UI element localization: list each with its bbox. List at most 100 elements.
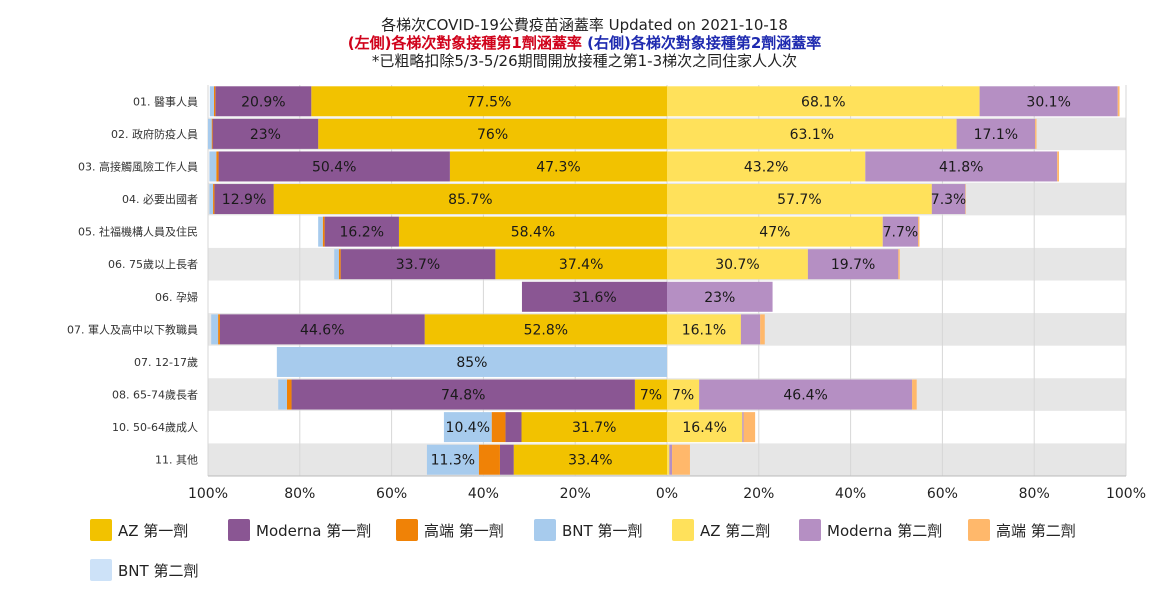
bar-moderna1 bbox=[521, 281, 667, 312]
category-label: 02. 政府防疫人員 bbox=[111, 127, 198, 141]
bar-moderna2 bbox=[979, 86, 1118, 117]
data-label: 17.1% bbox=[974, 127, 1018, 143]
legend-label: Moderna 第二劑 bbox=[827, 522, 942, 540]
subtitle-right-label: (右側)各梯次對象接種第2劑涵蓋率 bbox=[587, 34, 822, 52]
bar-az2 bbox=[667, 249, 808, 280]
bar-high1 bbox=[322, 216, 325, 247]
legend-swatch-moderna2 bbox=[799, 519, 821, 541]
bar-az1 bbox=[495, 249, 667, 280]
data-label: 58.4% bbox=[511, 225, 555, 241]
bar-high1 bbox=[491, 412, 506, 443]
bar-az1 bbox=[449, 151, 667, 182]
x-tick-label: 80% bbox=[1019, 486, 1050, 502]
x-tick-label: 0% bbox=[656, 486, 678, 502]
bar-high2 bbox=[672, 444, 690, 475]
bar-az2 bbox=[667, 151, 866, 182]
bar-az2 bbox=[667, 216, 883, 247]
bar-moderna2 bbox=[740, 314, 761, 345]
bar-moderna1 bbox=[215, 86, 312, 117]
x-tick-label: 60% bbox=[376, 486, 407, 502]
bar-moderna2 bbox=[931, 184, 966, 215]
bar-az1 bbox=[521, 412, 667, 443]
data-label: 16.4% bbox=[682, 420, 726, 436]
legend-label: Moderna 第一劑 bbox=[256, 522, 371, 540]
bar-high1 bbox=[211, 118, 213, 149]
bar-high1 bbox=[213, 86, 216, 117]
data-label: 41.8% bbox=[939, 159, 983, 175]
bar-high1 bbox=[338, 249, 341, 280]
bar-az1 bbox=[318, 118, 667, 149]
bar-az1 bbox=[273, 184, 667, 215]
data-label: 68.1% bbox=[801, 94, 845, 110]
bar-az2 bbox=[667, 86, 980, 117]
legend-swatch-az2 bbox=[672, 519, 694, 541]
bar-az1 bbox=[634, 379, 667, 410]
data-label: 63.1% bbox=[790, 127, 834, 143]
x-tick-label: 60% bbox=[927, 486, 958, 502]
data-label: 85% bbox=[456, 355, 487, 371]
data-label: 74.8% bbox=[441, 388, 485, 404]
legend-swatch-high1 bbox=[396, 519, 418, 541]
data-label: 20.9% bbox=[241, 94, 285, 110]
data-label: 33.7% bbox=[396, 257, 440, 273]
bar-bnt1 bbox=[318, 216, 323, 247]
data-label: 44.6% bbox=[300, 322, 344, 338]
bar-az1 bbox=[513, 444, 667, 475]
x-tick-label: 20% bbox=[560, 486, 591, 502]
category-label: 03. 高接觸風險工作人員 bbox=[78, 159, 198, 173]
data-label: 52.8% bbox=[524, 322, 568, 338]
bar-high2 bbox=[1117, 86, 1120, 117]
category-label: 06. 孕婦 bbox=[155, 290, 198, 304]
data-label: 23% bbox=[704, 290, 735, 306]
bar-moderna2 bbox=[699, 379, 913, 410]
category-label: 05. 社福機構人員及住民 bbox=[78, 225, 198, 239]
bar-high1 bbox=[218, 314, 220, 345]
category-label: 07. 12-17歲 bbox=[134, 355, 198, 369]
data-label: 85.7% bbox=[448, 192, 492, 208]
bar-moderna2 bbox=[669, 444, 673, 475]
category-label: 11. 其他 bbox=[155, 454, 198, 467]
data-label: 76% bbox=[477, 127, 508, 143]
data-label: 30.7% bbox=[715, 257, 759, 273]
bar-high2 bbox=[760, 314, 765, 345]
x-tick-label: 80% bbox=[284, 486, 315, 502]
bar-high2 bbox=[918, 216, 920, 247]
bar-moderna1 bbox=[499, 444, 514, 475]
subtitle-left-label: (左側)各梯次對象接種第1劑涵蓋率 bbox=[347, 34, 582, 52]
bar-az1 bbox=[398, 216, 667, 247]
bar-moderna1 bbox=[324, 216, 399, 247]
bar-moderna2 bbox=[865, 151, 1058, 182]
bar-moderna2 bbox=[956, 118, 1036, 149]
bar-bnt1 bbox=[209, 184, 214, 215]
data-label: 7.7% bbox=[883, 225, 919, 241]
bar-bnt1 bbox=[426, 444, 479, 475]
bar-bnt1 bbox=[443, 412, 492, 443]
legend-label: AZ 第二劑 bbox=[700, 522, 770, 540]
legend-label: 高端 第一劑 bbox=[424, 522, 504, 540]
bar-moderna1 bbox=[505, 412, 522, 443]
legend-label: BNT 第一劑 bbox=[562, 522, 642, 540]
bar-bnt1 bbox=[334, 249, 339, 280]
data-label: 37.4% bbox=[559, 257, 603, 273]
bar-high2 bbox=[1035, 118, 1037, 149]
category-label: 07. 軍人及高中以下教職員 bbox=[67, 322, 198, 336]
legend-swatch-moderna1 bbox=[228, 519, 250, 541]
bar-moderna1 bbox=[212, 118, 319, 149]
legend-swatch-bnt2 bbox=[90, 559, 112, 581]
category-label: 04. 必要出國者 bbox=[122, 192, 198, 206]
data-label: 46.4% bbox=[783, 388, 827, 404]
bar-bnt1 bbox=[276, 346, 667, 377]
data-label: 30.1% bbox=[1026, 94, 1070, 110]
bar-az2 bbox=[667, 184, 932, 215]
bar-high2 bbox=[912, 379, 917, 410]
legend-label: 高端 第二劑 bbox=[996, 522, 1076, 540]
x-tick-label: 40% bbox=[835, 486, 866, 502]
bar-bnt1 bbox=[209, 151, 217, 182]
data-label: 57.7% bbox=[777, 192, 821, 208]
data-label: 16.2% bbox=[340, 225, 384, 241]
data-label: 12.9% bbox=[222, 192, 266, 208]
bar-az1 bbox=[424, 314, 667, 345]
legend-swatch-az1 bbox=[90, 519, 112, 541]
data-label: 33.4% bbox=[568, 453, 612, 469]
